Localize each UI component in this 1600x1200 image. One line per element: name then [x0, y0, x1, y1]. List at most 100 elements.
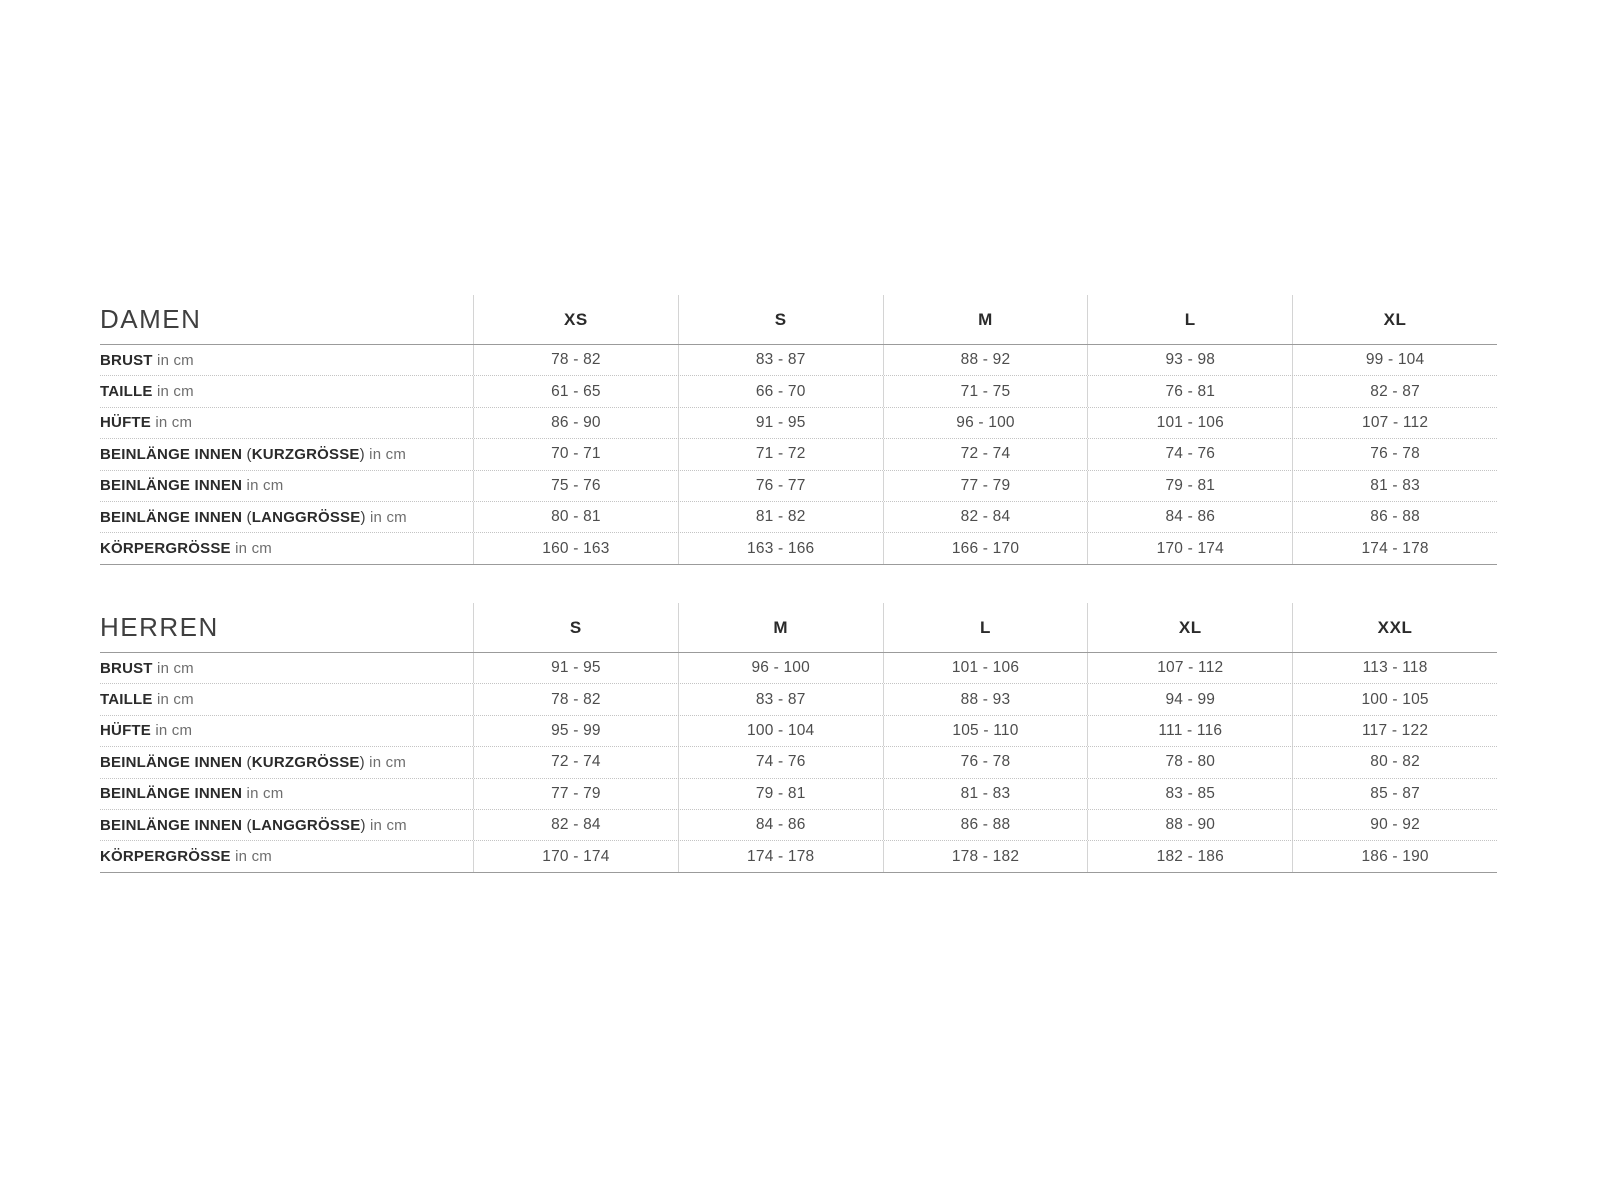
table-row: TAILLE in cm 78 - 82 83 - 87 88 - 93 94 - 99… — [100, 684, 1497, 716]
row-label: BEINLÄNGE INNEN (KURZGRÖSSE) in cm — [100, 753, 407, 771]
size-value-cell: 166 - 170 — [882, 533, 1088, 564]
row-label: BEINLÄNGE INNEN (KURZGRÖSSE) in cm — [100, 445, 407, 463]
size-value-cell: 107 - 112 — [1292, 407, 1497, 439]
size-value-cell: 85 - 87 — [1292, 778, 1497, 809]
row-label: TAILLE in cm — [100, 383, 194, 401]
row-label: TAILLE in cm — [100, 691, 194, 709]
size-value-cell: 80 - 81 — [473, 501, 678, 533]
table-row: KÖRPERGRÖSSE in cm 160 - 163 163 - 166 166 … — [100, 533, 1497, 565]
table-title-damen: DAMEN — [100, 304, 202, 334]
row-label: KÖRPERGRÖSSE in cm — [100, 540, 272, 558]
size-value-cell: 80 - 82 — [1292, 747, 1497, 778]
table-row: BEINLÄNGE INNEN (LANGGRÖSSE) in cm 82 - 8… — [100, 809, 1497, 842]
table-row: BEINLÄNGE INNEN in cm 75 - 76 76 - 77 77 - … — [100, 470, 1497, 502]
size-value-cell: 186 - 190 — [1292, 841, 1497, 872]
size-value-cell: 88 - 90 — [1087, 809, 1292, 841]
size-value-cell: 72 - 74 — [882, 439, 1088, 470]
size-value-cell: 71 - 75 — [882, 376, 1088, 407]
row-label: BEINLÄNGE INNEN in cm — [100, 785, 284, 803]
size-value-cell: 107 - 112 — [1087, 653, 1292, 684]
row-label: BRUST in cm — [100, 659, 194, 677]
size-value-cell: 95 - 99 — [473, 715, 678, 747]
size-value-cell: 75 - 76 — [473, 470, 678, 501]
damen-size-table: DAMEN XS S M L XL BRUST in cm 78 - 82 83 - 87 8… — [100, 295, 1497, 565]
size-value-cell: 101 - 106 — [882, 653, 1088, 684]
size-value-cell: 163 - 166 — [677, 533, 883, 564]
size-value-cell: 88 - 93 — [882, 684, 1088, 715]
size-value-cell: 78 - 82 — [473, 684, 678, 715]
size-value-cell: 86 - 90 — [473, 407, 678, 439]
size-value-cell: 113 - 118 — [1292, 653, 1497, 684]
size-value-cell: 82 - 84 — [882, 501, 1088, 533]
size-value-cell: 117 - 122 — [1292, 715, 1497, 747]
size-value-cell: 86 - 88 — [882, 809, 1088, 841]
size-column-header: S — [677, 295, 883, 344]
size-value-cell: 78 - 82 — [473, 345, 678, 376]
table-row: BRUST in cm 91 - 95 96 - 100 101 - 106 107 -… — [100, 653, 1497, 685]
size-value-cell: 74 - 76 — [1087, 439, 1292, 470]
size-value-cell: 79 - 81 — [1087, 470, 1292, 501]
size-value-cell: 170 - 174 — [473, 841, 678, 872]
size-value-cell: 76 - 81 — [1087, 376, 1292, 407]
size-column-header: XL — [1087, 603, 1292, 652]
size-value-cell: 174 - 178 — [1292, 533, 1497, 564]
row-label: BEINLÄNGE INNEN (LANGGRÖSSE) in cm — [100, 508, 407, 526]
size-value-cell: 78 - 80 — [1087, 747, 1292, 778]
size-column-header: XS — [473, 295, 678, 344]
size-column-header: L — [1087, 295, 1292, 344]
size-column-header: M — [677, 603, 883, 652]
size-value-cell: 84 - 86 — [1087, 501, 1292, 533]
size-value-cell: 100 - 105 — [1292, 684, 1497, 715]
size-value-cell: 81 - 82 — [677, 501, 883, 533]
table-body: BRUST in cm 78 - 82 83 - 87 88 - 92 93 - 98 9… — [100, 345, 1497, 565]
size-value-cell: 105 - 110 — [882, 715, 1088, 747]
size-value-cell: 72 - 74 — [473, 747, 678, 778]
size-column-header: XXL — [1292, 603, 1497, 652]
row-label: BEINLÄNGE INNEN (LANGGRÖSSE) in cm — [100, 816, 407, 834]
table-title-herren: HERREN — [100, 612, 219, 642]
size-value-cell: 81 - 83 — [1292, 470, 1497, 501]
table-row: BRUST in cm 78 - 82 83 - 87 88 - 92 93 - 98 9… — [100, 345, 1497, 377]
size-value-cell: 83 - 87 — [677, 345, 883, 376]
size-value-cell: 77 - 79 — [882, 470, 1088, 501]
size-value-cell: 81 - 83 — [882, 778, 1088, 809]
size-value-cell: 70 - 71 — [473, 439, 678, 470]
table-row: HÜFTE in cm 95 - 99 100 - 104 105 - 110 111 … — [100, 715, 1497, 748]
size-column-header: XL — [1292, 295, 1497, 344]
size-value-cell: 76 - 77 — [677, 470, 883, 501]
row-label: BRUST in cm — [100, 351, 194, 369]
size-value-cell: 93 - 98 — [1087, 345, 1292, 376]
size-value-cell: 76 - 78 — [1292, 439, 1497, 470]
table-row: BEINLÄNGE INNEN (KURZGRÖSSE) in cm 72 - 7… — [100, 747, 1497, 779]
size-value-cell: 96 - 100 — [882, 407, 1088, 439]
table-row: KÖRPERGRÖSSE in cm 170 - 174 174 - 178 178 … — [100, 841, 1497, 873]
size-value-cell: 82 - 87 — [1292, 376, 1497, 407]
table-row: BEINLÄNGE INNEN (KURZGRÖSSE) in cm 70 - 7… — [100, 439, 1497, 471]
size-value-cell: 182 - 186 — [1087, 841, 1292, 872]
size-value-cell: 82 - 84 — [473, 809, 678, 841]
table-row: BEINLÄNGE INNEN (LANGGRÖSSE) in cm 80 - 8… — [100, 501, 1497, 534]
size-value-cell: 100 - 104 — [677, 715, 883, 747]
size-value-cell: 91 - 95 — [473, 653, 678, 684]
size-value-cell: 66 - 70 — [677, 376, 883, 407]
size-value-cell: 84 - 86 — [677, 809, 883, 841]
size-value-cell: 178 - 182 — [882, 841, 1088, 872]
size-value-cell: 88 - 92 — [882, 345, 1088, 376]
size-value-cell: 94 - 99 — [1087, 684, 1292, 715]
table-row: BEINLÄNGE INNEN in cm 77 - 79 79 - 81 81 - … — [100, 778, 1497, 810]
herren-size-table: HERREN S M L XL XXL BRUST in cm 91 - 95 96 - 1… — [100, 603, 1497, 873]
size-column-header: L — [882, 603, 1088, 652]
size-column-header: S — [473, 603, 678, 652]
table-row: HÜFTE in cm 86 - 90 91 - 95 96 - 100 101 - 1… — [100, 407, 1497, 440]
row-label: HÜFTE in cm — [100, 722, 193, 740]
size-value-cell: 170 - 174 — [1087, 533, 1292, 564]
size-column-header: M — [882, 295, 1088, 344]
size-value-cell: 86 - 88 — [1292, 501, 1497, 533]
size-value-cell: 91 - 95 — [677, 407, 883, 439]
size-value-cell: 74 - 76 — [677, 747, 883, 778]
size-value-cell: 174 - 178 — [677, 841, 883, 872]
size-value-cell: 79 - 81 — [677, 778, 883, 809]
size-value-cell: 83 - 87 — [677, 684, 883, 715]
table-row: TAILLE in cm 61 - 65 66 - 70 71 - 75 76 - 81… — [100, 376, 1497, 408]
